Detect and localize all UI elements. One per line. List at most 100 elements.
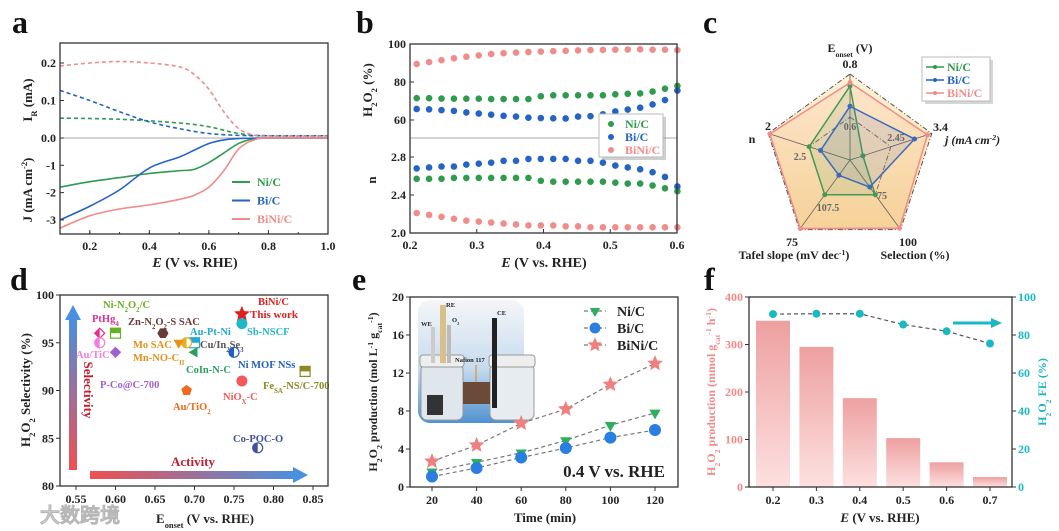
counter-electrode	[492, 318, 497, 408]
point-Ni/C-h2o2	[500, 95, 507, 103]
y-tick-label: 80	[394, 75, 406, 89]
point-Ni/C-h2o2	[512, 95, 520, 103]
point-Bi/C-h2o2	[562, 115, 569, 122]
series-line-BiNi/C	[431, 362, 656, 462]
point-Bi/C-n	[487, 159, 495, 166]
radar-point	[847, 83, 853, 89]
legend-marker	[933, 65, 937, 69]
point-Bi/C-h2o2	[549, 114, 557, 122]
x-tick-label: 0.70	[184, 492, 205, 506]
data-point-BiNi/C	[513, 415, 530, 431]
radar-point	[822, 192, 828, 198]
radar-axis-mid: 2.45	[887, 133, 905, 144]
point-Ni/C-h2o2	[463, 95, 470, 103]
y-tick-label: 0.1	[41, 94, 56, 108]
y-tick-label: 2.0	[391, 226, 406, 240]
x-axis-label: Time (min)	[514, 510, 576, 525]
radar-point	[847, 103, 853, 109]
data-point-Bi/C	[470, 462, 483, 474]
inset-label: RE	[446, 302, 455, 309]
point-Bi/C-h2o2	[487, 111, 495, 118]
y-right-tick-label: 40	[1018, 404, 1030, 418]
fe-point	[855, 309, 864, 318]
activity-arrowhead	[293, 467, 308, 483]
x-axis-label: E (V vs. RHE)	[151, 256, 238, 271]
y-tick-label: 100	[725, 433, 743, 447]
selectivity-arrow	[69, 318, 77, 470]
point-BiNi/C-h2o2	[549, 47, 557, 55]
point-BiNi/C-n	[549, 222, 557, 229]
point-label: BiNi/C	[258, 297, 289, 308]
y-tick-label: 85	[42, 431, 54, 445]
x-tick-label: 0.5	[896, 493, 911, 507]
radar-axis-max: 2	[765, 119, 771, 133]
point-Ni/C-n	[624, 180, 632, 187]
point-BiNi/C-n	[425, 211, 433, 219]
y-right-tick-label: 0	[1018, 480, 1024, 494]
point-Ni/C-h2o2	[438, 95, 445, 102]
point-BiNi/C-n	[562, 223, 569, 230]
point-Bi/C-n	[425, 164, 433, 171]
selectivity-arrow-label: Selectivity	[81, 361, 96, 419]
panel-a: Ni/C Bi/C BiNi/C 0.2 0.4 0.6 0.8 1.0 0.2 0.1 0.0 -1…	[19, 42, 336, 271]
point-BiNi/C-h2o2	[636, 46, 644, 53]
point-Bi/C-h2o2	[525, 114, 532, 122]
point-Ni/C-n	[549, 178, 557, 185]
data-point-Bi/C	[559, 442, 572, 455]
legend-label: BiNi/C	[625, 143, 660, 157]
data-point-Bi/C	[515, 451, 528, 464]
gas-inlet	[447, 325, 451, 363]
point-label: Cu/In2Se3	[200, 340, 244, 354]
legend-label: Bi/C	[617, 322, 644, 337]
radar-point	[797, 226, 803, 232]
point-label: Zn-N2O2-S SAC	[128, 317, 200, 331]
x-tick-label: 80	[560, 493, 572, 507]
point-BiNi/C-h2o2	[537, 48, 545, 55]
y-axis-label-bottom: J (mA cm-2)	[19, 158, 35, 223]
panel-letter-c: c	[703, 4, 717, 40]
point-marker	[173, 339, 184, 349]
y-tick-label: 4	[398, 442, 404, 456]
point-Bi/C-h2o2	[438, 106, 445, 114]
legend-label: Ni/C	[617, 305, 645, 320]
radar-point	[924, 132, 930, 138]
point-Bi/C-n	[562, 155, 569, 163]
point-Bi/C-n	[599, 159, 607, 166]
y-tick-label: 0	[398, 480, 404, 494]
y-tick-label: 8	[398, 404, 404, 418]
selectivity-arrowhead	[65, 305, 81, 320]
point-BiNi/C-h2o2	[587, 46, 594, 54]
point-Ni/C-h2o2	[487, 95, 495, 103]
point-Ni/C-h2o2	[599, 92, 607, 99]
y-tick-label: -2	[46, 186, 56, 200]
x-axis-label: E (V vs. RHE)	[500, 256, 587, 271]
point-label: Mn-NO-CII	[133, 353, 185, 367]
point-marker	[109, 346, 122, 359]
point-Ni/C-h2o2	[425, 94, 433, 102]
bar-0.5	[886, 438, 921, 487]
radar-axis-name: Tafel slope (mV dec-1)	[739, 248, 850, 263]
fe-line	[772, 313, 991, 345]
x-tick-label: 0.2	[766, 493, 781, 507]
y-tick-label: 80	[42, 479, 54, 493]
fe-point	[769, 310, 777, 319]
point-BiNi/C-n	[463, 217, 470, 224]
y-tick-label: 0	[737, 480, 743, 494]
legend-label: Bi/C	[947, 73, 970, 87]
point-label: Au-Pt-Ni	[190, 327, 231, 338]
point-Ni/C-n	[500, 174, 507, 182]
point-Bi/C-h2o2	[636, 104, 644, 111]
point-BiNi/C-h2o2	[562, 47, 569, 55]
point-Bi/C-h2o2	[612, 108, 619, 115]
panel-letter-a: a	[12, 4, 28, 40]
point-BiNi/C-n	[624, 224, 632, 231]
point-marker-fill	[94, 328, 100, 339]
point-Bi/C-n	[636, 166, 644, 173]
radar-axis-mid: 75	[877, 191, 887, 202]
y-tick-label: 300	[725, 338, 743, 352]
point-Bi/C-h2o2	[587, 112, 594, 120]
x-axis-label: E (V vs. RHE)	[839, 510, 919, 525]
point-BiNi/C-n	[413, 209, 420, 217]
